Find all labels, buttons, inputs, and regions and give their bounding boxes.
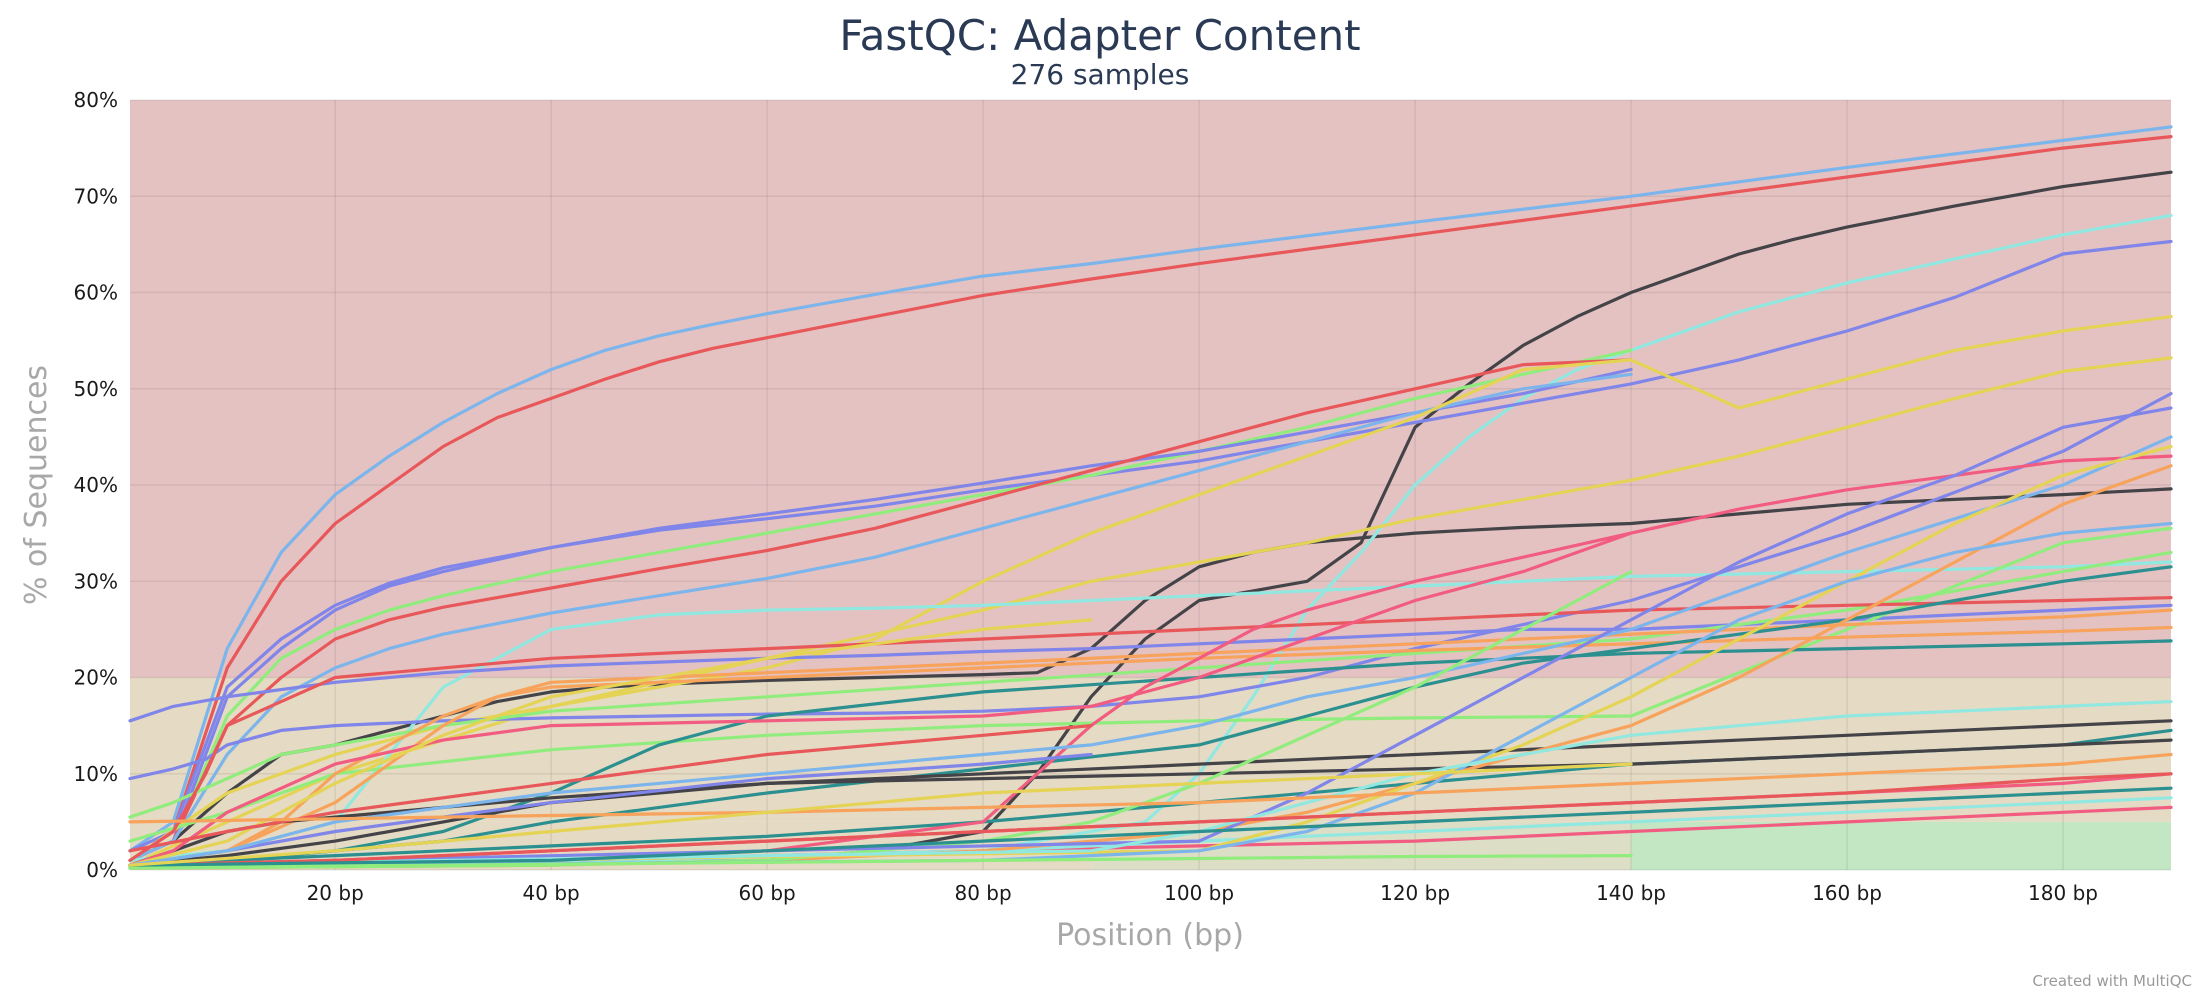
- band-pass: [1631, 821, 2171, 870]
- series-line-14[interactable]: [128, 603, 2173, 723]
- x-tick-label: 180 bp: [2028, 881, 2098, 905]
- x-tick-label: 60 bp: [739, 881, 796, 905]
- chart-subtitle: 276 samples: [1011, 58, 1190, 91]
- series-line-7[interactable]: [128, 348, 1633, 862]
- series-line-45[interactable]: [128, 762, 1633, 867]
- x-axis-title: Position (bp): [1056, 918, 1244, 953]
- x-tick-label: 120 bp: [1380, 881, 1450, 905]
- series-line-40[interactable]: [128, 700, 2173, 867]
- series-line-8[interactable]: [128, 367, 1633, 862]
- series-line-15[interactable]: [128, 392, 2173, 781]
- y-axis-title: % of Sequences: [19, 365, 54, 605]
- series-line-6[interactable]: [128, 239, 2173, 853]
- y-tick-label: 10%: [74, 762, 118, 786]
- created-with-multiqc: Created with MultiQC: [2032, 972, 2192, 990]
- series-line-42[interactable]: [128, 854, 1633, 869]
- y-tick-label: 60%: [74, 281, 118, 305]
- series-line-26[interactable]: [128, 454, 2173, 867]
- y-tick-label: 0%: [86, 858, 118, 882]
- band-fail: [130, 100, 2171, 678]
- data-series: [128, 125, 2173, 870]
- chart-title: FastQC: Adapter Content: [839, 11, 1360, 60]
- series-line-22[interactable]: [128, 639, 2173, 867]
- x-tick-label: 160 bp: [1812, 881, 1882, 905]
- series-line-12[interactable]: [128, 356, 2173, 867]
- series-line-2[interactable]: [128, 135, 2173, 862]
- series-line-37[interactable]: [128, 406, 2173, 867]
- y-tick-label: 80%: [74, 88, 118, 112]
- x-tick-label: 100 bp: [1164, 881, 1234, 905]
- y-tick-label: 20%: [74, 666, 118, 690]
- y-axis-ticks: 0% 10% 20% 30% 40% 50% 60% 70% 80%: [74, 88, 118, 882]
- series-line-1[interactable]: [128, 125, 2173, 853]
- series-line-24[interactable]: [128, 738, 2173, 867]
- series-line-9[interactable]: [128, 358, 1633, 862]
- x-axis-ticks: 20 bp 40 bp 60 bp 80 bp 100 bp 120 bp 140 bp 16…: [307, 881, 2098, 905]
- series-line-4[interactable]: [128, 170, 2173, 867]
- series-line-44[interactable]: [128, 786, 2173, 867]
- series-line-31[interactable]: [128, 724, 1093, 853]
- y-tick-label: 70%: [74, 184, 118, 208]
- y-tick-label: 50%: [74, 377, 118, 401]
- y-tick-label: 30%: [74, 569, 118, 593]
- x-tick-label: 140 bp: [1596, 881, 1666, 905]
- series-line-13[interactable]: [128, 560, 2173, 862]
- x-tick-label: 40 bp: [523, 881, 580, 905]
- series-line-30[interactable]: [128, 618, 1093, 867]
- x-tick-label: 20 bp: [307, 881, 364, 905]
- series-line-38[interactable]: [128, 444, 2173, 867]
- series-line-35[interactable]: [128, 464, 2173, 870]
- x-tick-label: 80 bp: [955, 881, 1012, 905]
- y-tick-label: 40%: [74, 473, 118, 497]
- series-line-43[interactable]: [128, 752, 2173, 824]
- series-line-41[interactable]: [128, 772, 2173, 867]
- series-line-39[interactable]: [128, 521, 2173, 869]
